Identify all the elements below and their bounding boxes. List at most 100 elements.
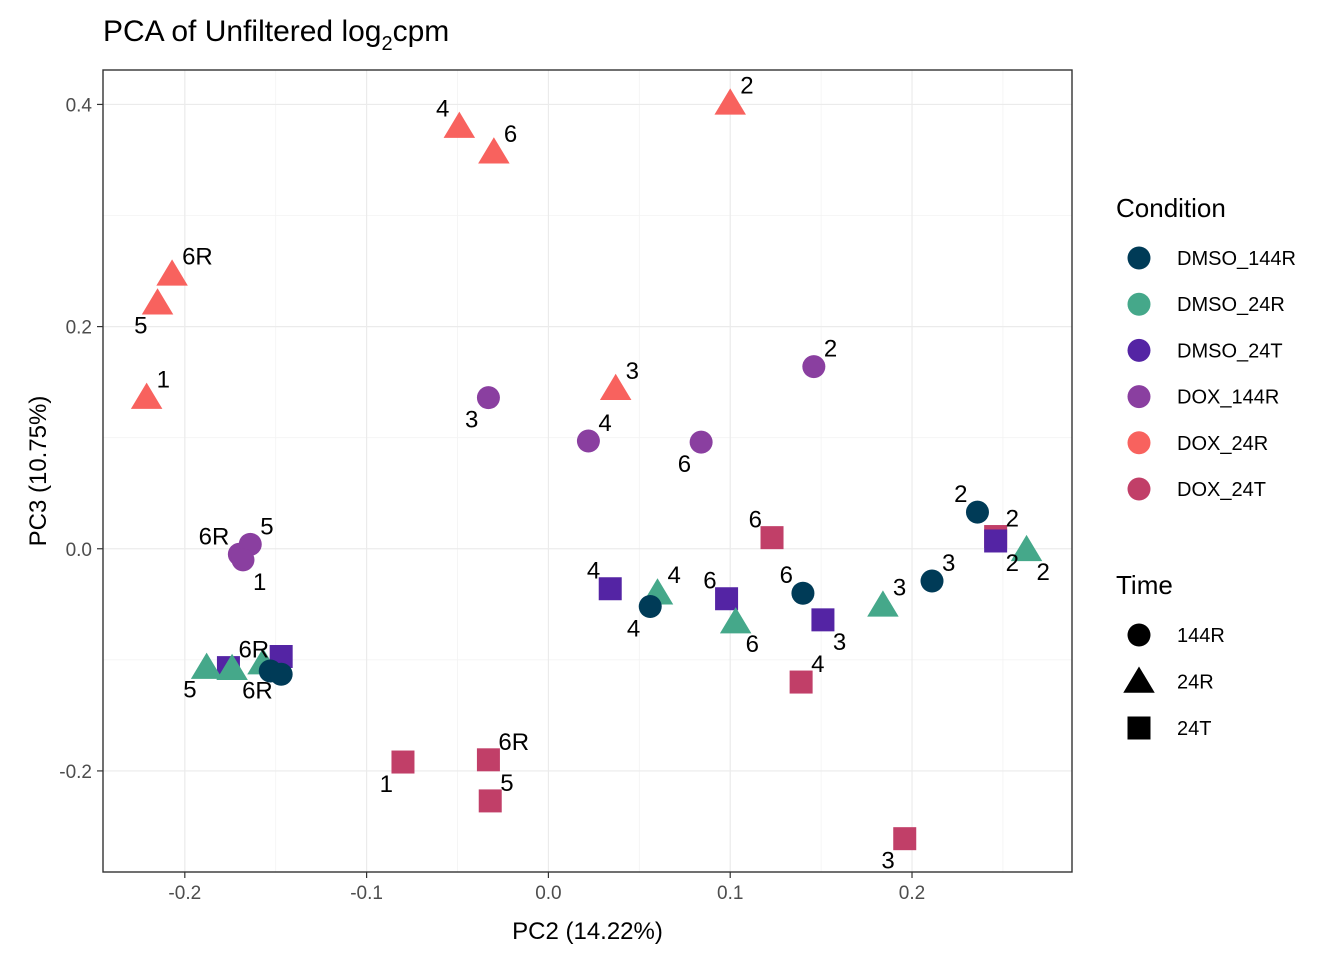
legend-key-dox-144r bbox=[1127, 385, 1151, 409]
point-dox-144r-8 bbox=[576, 429, 600, 453]
point-label-21: 4 bbox=[587, 558, 600, 585]
point-label-5: 2 bbox=[740, 72, 753, 99]
point-label-10: 2 bbox=[824, 336, 837, 363]
point-dox-24r-4 bbox=[478, 137, 510, 164]
point-dmso-24t-24 bbox=[984, 529, 1008, 553]
point-label-37: 2 bbox=[954, 481, 967, 508]
legend-key-dox-24t bbox=[1127, 477, 1151, 501]
point-dox-24r-2 bbox=[156, 259, 188, 286]
chart-title: PCA of Unfiltered log2cpm bbox=[103, 15, 449, 55]
legend-label-time-24t: 24T bbox=[1177, 718, 1211, 740]
point-dox-24t-16 bbox=[391, 750, 415, 774]
point-dox-24t-14 bbox=[760, 526, 784, 550]
point-dox-144r-13 bbox=[231, 548, 255, 572]
point-label-28: 6 bbox=[746, 631, 759, 658]
point-label-2: 6R bbox=[182, 243, 213, 270]
point-dox-24r-6 bbox=[599, 373, 632, 401]
legend-label-dmso-24r: DMSO_24R bbox=[1177, 294, 1285, 316]
point-dmso-24r-32 bbox=[216, 653, 248, 680]
x-tick-label-4: 0.2 bbox=[899, 883, 925, 904]
point-label-16: 1 bbox=[380, 771, 393, 798]
point-label-23: 3 bbox=[833, 629, 846, 656]
point-dox-24r-1 bbox=[141, 288, 174, 315]
legend-title-time: Time bbox=[1116, 570, 1173, 600]
point-dmso-24t-21 bbox=[598, 577, 622, 601]
x-tick-label-2: 0.0 bbox=[535, 883, 561, 904]
point-label-0: 1 bbox=[157, 367, 170, 394]
point-dox-144r-9 bbox=[689, 430, 713, 454]
legend-key-time-144r bbox=[1127, 623, 1151, 647]
legend-label-dmso-24t: DMSO_24T bbox=[1177, 340, 1283, 362]
point-label-19: 3 bbox=[881, 848, 894, 875]
point-dmso-144r-37 bbox=[965, 500, 989, 524]
legend-title-condition: Condition bbox=[1116, 193, 1226, 223]
data-points bbox=[130, 88, 1043, 851]
legend-label-dox-24t: DOX_24T bbox=[1177, 479, 1266, 501]
y-tick-label-0: -0.2 bbox=[59, 762, 92, 783]
point-dmso-24t-22 bbox=[715, 587, 739, 611]
point-dmso-24t-23 bbox=[811, 608, 835, 632]
legend-key-time-24r bbox=[1123, 666, 1155, 693]
legend-key-time-24t bbox=[1127, 716, 1151, 740]
point-label-12: 5 bbox=[260, 513, 273, 540]
x-tick-label-1: -0.1 bbox=[350, 883, 383, 904]
point-label-29: 3 bbox=[893, 574, 906, 601]
point-dmso-24r-29 bbox=[867, 590, 899, 617]
point-dox-24r-3 bbox=[443, 111, 476, 138]
point-dmso-144r-36 bbox=[920, 569, 944, 593]
point-label-36: 3 bbox=[942, 550, 955, 577]
legend-key-dmso-24r bbox=[1127, 292, 1151, 316]
point-label-15: 4 bbox=[811, 651, 824, 678]
point-label-7: 3 bbox=[465, 407, 478, 434]
point-dmso-144r-39 bbox=[269, 662, 293, 686]
point-dmso-144r-35 bbox=[791, 581, 815, 605]
axes: -0.2 -0.1 0.0 0.1 0.2 -0.2 0.0 0.2 0.4 bbox=[59, 95, 925, 904]
y-tick-label-2: 0.2 bbox=[66, 318, 92, 339]
legend-label-dmso-144r: DMSO_144R bbox=[1177, 248, 1296, 270]
point-label-6: 3 bbox=[626, 358, 639, 385]
point-label-11: 6R bbox=[199, 523, 230, 550]
point-label-31: 5 bbox=[183, 677, 196, 704]
point-label-18: 5 bbox=[500, 770, 513, 797]
y-axis-title: PC3 (10.75%) bbox=[25, 396, 52, 547]
legend-label-dox-24r: DOX_24R bbox=[1177, 433, 1268, 455]
point-dox-24t-17 bbox=[476, 748, 500, 772]
legend: Condition DMSO_144R DMSO_24R DMSO_24T DOX_14… bbox=[1116, 193, 1296, 740]
point-dox-144r-7 bbox=[476, 386, 500, 410]
legend-label-dox-144r: DOX_144R bbox=[1177, 387, 1279, 409]
point-label-20: 2 bbox=[1006, 506, 1019, 533]
point-label-34: 4 bbox=[627, 616, 640, 643]
y-tick-label-1: 0.0 bbox=[66, 540, 92, 561]
point-label-14: 6 bbox=[749, 507, 762, 534]
point-dmso-24r-30 bbox=[1010, 534, 1043, 562]
point-label-9: 6 bbox=[678, 451, 691, 478]
point-dmso-24r-31 bbox=[190, 652, 223, 679]
point-label-27: 4 bbox=[667, 562, 680, 589]
point-label-26: 6R bbox=[238, 637, 269, 664]
point-label-1: 5 bbox=[134, 312, 147, 339]
point-dmso-24r-28 bbox=[719, 607, 752, 634]
y-tick-label-3: 0.4 bbox=[66, 95, 93, 116]
point-label-30: 2 bbox=[1037, 559, 1050, 586]
point-dox-24t-18 bbox=[478, 789, 502, 813]
x-tick-label-3: 0.1 bbox=[717, 883, 743, 904]
point-label-35: 6 bbox=[780, 562, 793, 589]
point-dox-24r-0 bbox=[130, 382, 163, 409]
point-dmso-144r-34 bbox=[638, 595, 662, 619]
point-dox-24r-5 bbox=[714, 88, 746, 115]
x-axis-title: PC2 (14.22%) bbox=[512, 918, 663, 945]
legend-key-dox-24r bbox=[1127, 431, 1151, 455]
point-dox-24t-19 bbox=[893, 827, 917, 851]
point-label-17: 6R bbox=[498, 729, 529, 756]
x-tick-label-0: -0.2 bbox=[168, 883, 201, 904]
legend-key-dmso-144r bbox=[1127, 246, 1151, 270]
legend-label-time-144r: 144R bbox=[1177, 625, 1225, 647]
point-label-22: 6 bbox=[703, 568, 716, 595]
point-label-4: 6 bbox=[504, 121, 517, 148]
panel-border bbox=[102, 69, 1073, 873]
grid bbox=[103, 70, 1072, 872]
point-dox-144r-10 bbox=[802, 355, 826, 379]
point-dox-24t-15 bbox=[789, 670, 813, 694]
